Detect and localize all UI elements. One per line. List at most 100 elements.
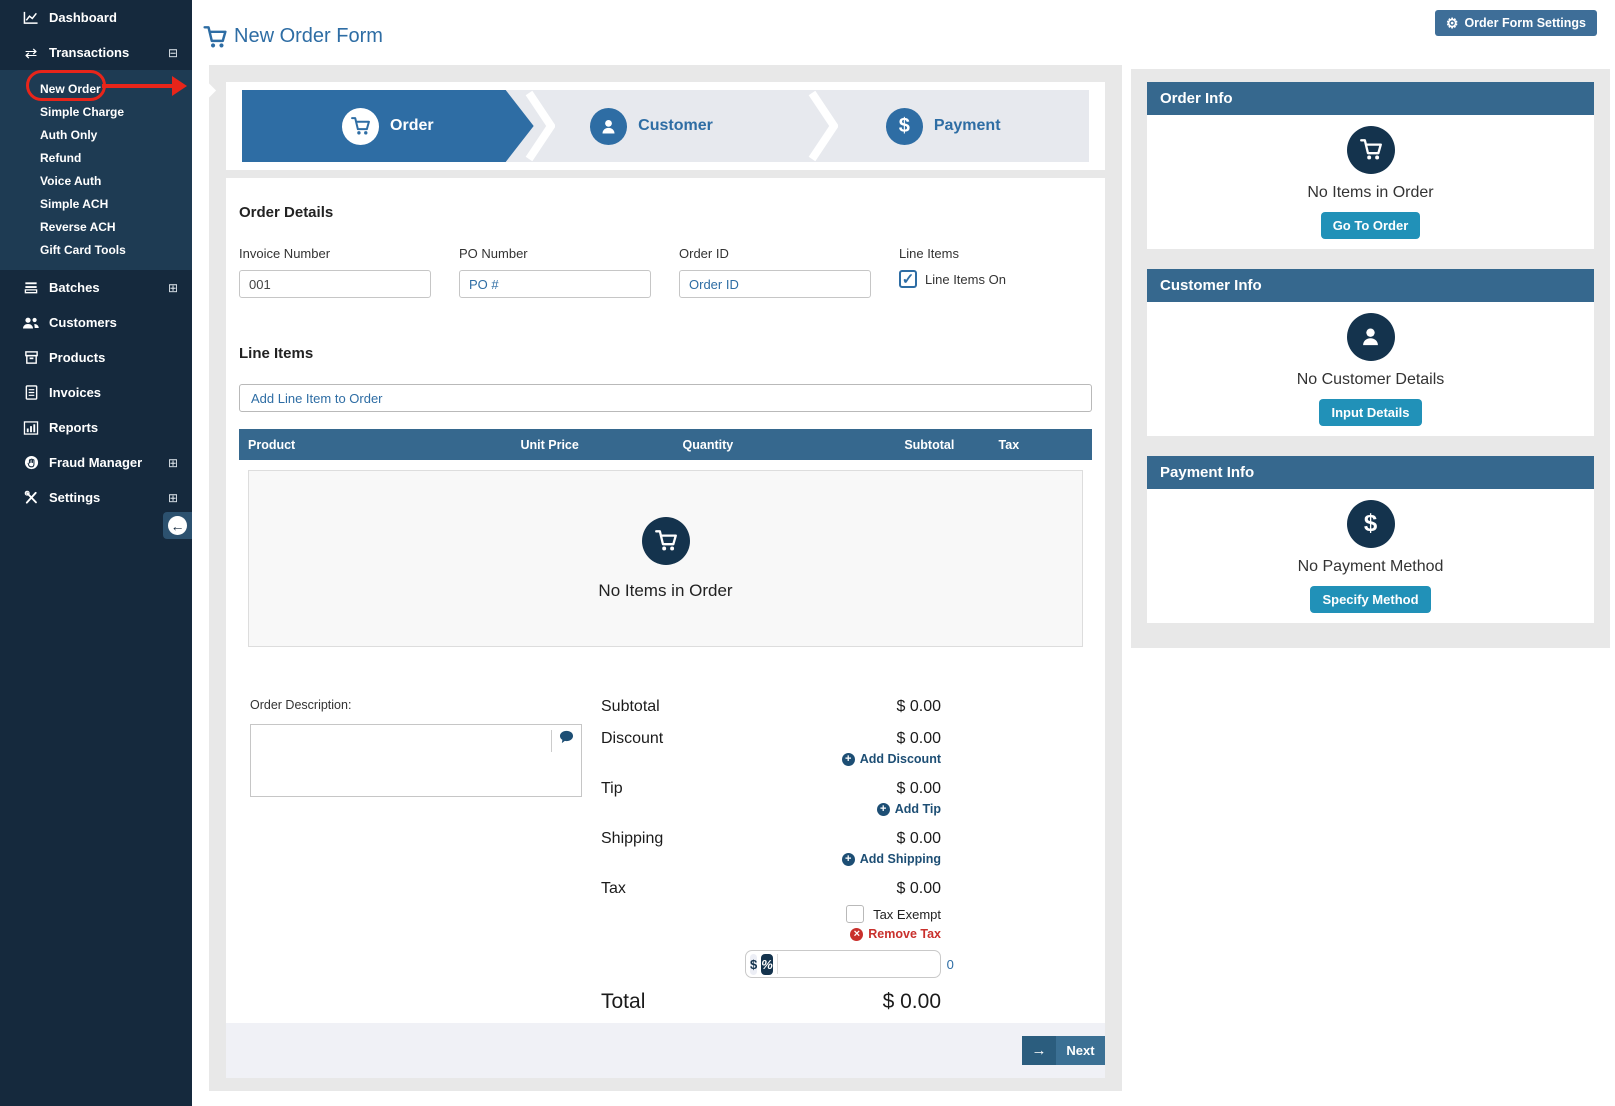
remove-tax-link[interactable]: × Remove Tax — [850, 927, 941, 941]
sidebar-item-batches[interactable]: Batches ⊞ — [0, 270, 192, 305]
sidebar-item-settings[interactable]: Settings ⊞ — [0, 480, 192, 515]
next-button-label: Next — [1056, 1036, 1105, 1065]
collapse-section-icon[interactable]: ⊟ — [167, 45, 178, 60]
order-form-settings-button[interactable]: ⚙ Order Form Settings — [1434, 10, 1597, 36]
sidebar-item-label: Customers — [49, 315, 117, 330]
totals-section: Subtotal $ 0.00 Discount $ 0.00 + Add Di… — [601, 698, 958, 1014]
order-description-label: Order Description: — [250, 698, 352, 712]
step-order[interactable]: Order — [242, 90, 534, 162]
column-subtotal: Subtotal — [904, 437, 955, 452]
invoices-icon — [22, 385, 40, 401]
discount-value: $ 0.00 — [896, 730, 941, 747]
sidebar-subitem-auth-only[interactable]: Auth Only — [0, 123, 192, 146]
settings-button-label: Order Form Settings — [1464, 16, 1586, 30]
order-form-card: Order Details Invoice Number PO Number O… — [226, 178, 1105, 1078]
order-description-textarea[interactable] — [251, 725, 581, 796]
fraud-manager-icon — [22, 455, 40, 471]
sidebar-subitem-voice-auth[interactable]: Voice Auth — [0, 169, 192, 192]
sidebar-item-label: Transactions — [49, 45, 130, 60]
info-panels-column: Order Info No Items in Order Go To Order… — [1131, 69, 1610, 648]
line-items-toggle-label: Line Items — [899, 246, 959, 261]
tax-rate-input-group: $ % — [745, 950, 958, 978]
sidebar-subitem-simple-ach[interactable]: Simple ACH — [0, 192, 192, 215]
sidebar-item-reports[interactable]: Reports — [0, 410, 192, 445]
invoice-number-input[interactable] — [239, 270, 431, 298]
add-line-item-input[interactable] — [239, 384, 1092, 412]
sidebar-item-label: Reports — [49, 420, 99, 435]
step-payment[interactable]: $ Payment — [797, 90, 1089, 162]
tax-exempt-label: Tax Exempt — [873, 906, 941, 922]
expand-section-icon[interactable]: ⊞ — [167, 455, 178, 470]
sidebar-item-fraud-manager[interactable]: Fraud Manager ⊞ — [0, 445, 192, 480]
go-to-order-button[interactable]: Go To Order — [1320, 211, 1421, 239]
specify-method-button[interactable]: Specify Method — [1310, 585, 1431, 613]
settings-tools-icon — [22, 490, 40, 506]
arrow-left-circle-icon: ← — [168, 516, 187, 535]
step-label: Customer — [638, 117, 713, 134]
sidebar-item-transactions[interactable]: ⇄ Transactions ⊟ — [0, 35, 192, 70]
subitem-label: Simple ACH — [40, 196, 109, 211]
tax-value: $ 0.00 — [896, 880, 941, 897]
sidebar-subitem-simple-charge[interactable]: Simple Charge — [0, 100, 192, 123]
sidebar-subitem-reverse-ach[interactable]: Reverse ACH — [0, 215, 192, 238]
subitem-label: Gift Card Tools — [40, 242, 126, 257]
customer-info-empty-text: No Customer Details — [1296, 370, 1445, 388]
order-info-panel: Order Info No Items in Order Go To Order — [1147, 82, 1594, 249]
next-button[interactable]: → Next — [1022, 1036, 1105, 1065]
cart-icon — [1346, 125, 1395, 174]
customer-info-panel: Customer Info No Customer Details Input … — [1147, 269, 1594, 436]
page-title: New Order Form — [203, 25, 383, 48]
column-quantity: Quantity — [682, 437, 734, 452]
total-label: Total — [601, 990, 646, 1013]
sidebar-subitem-gift-card-tools[interactable]: Gift Card Tools — [0, 238, 192, 261]
sidebar-collapse-button[interactable]: ← — [163, 512, 192, 539]
add-discount-label: Add Discount — [859, 752, 941, 766]
tax-dollar-mode-button[interactable]: $ — [750, 953, 758, 975]
customers-icon — [22, 315, 40, 331]
user-icon — [590, 107, 628, 145]
subitem-label: Auth Only — [40, 127, 98, 142]
main-content: Order Customer $ Payment Order Det — [209, 65, 1122, 1091]
add-tip-link[interactable]: + Add Tip — [876, 802, 941, 816]
arrow-right-icon: → — [1022, 1036, 1056, 1065]
customer-info-header: Customer Info — [1147, 269, 1594, 302]
column-unit-price: Unit Price — [520, 437, 579, 452]
sidebar-item-products[interactable]: Products — [0, 340, 192, 375]
po-number-input[interactable] — [459, 270, 651, 298]
invoice-number-label: Invoice Number — [239, 246, 331, 261]
dollar-icon: $ — [1346, 499, 1395, 548]
times-circle-icon: × — [850, 927, 864, 941]
sidebar-item-customers[interactable]: Customers — [0, 305, 192, 340]
cart-icon — [203, 25, 227, 48]
sidebar-item-invoices[interactable]: Invoices — [0, 375, 192, 410]
payment-info-empty-text: No Payment Method — [1297, 557, 1444, 575]
add-discount-link[interactable]: + Add Discount — [841, 752, 941, 766]
sidebar-subitem-refund[interactable]: Refund — [0, 146, 192, 169]
tip-value: $ 0.00 — [896, 780, 941, 797]
add-shipping-link[interactable]: + Add Shipping — [841, 852, 941, 866]
subitem-label: Refund — [40, 150, 82, 165]
step-customer[interactable]: Customer — [506, 90, 798, 162]
subitem-label: Voice Auth — [40, 173, 102, 188]
batches-icon — [22, 280, 40, 296]
add-shipping-label: Add Shipping — [859, 852, 941, 866]
expand-section-icon[interactable]: ⊞ — [167, 490, 178, 505]
tax-rate-input[interactable] — [776, 954, 958, 974]
expand-section-icon[interactable]: ⊞ — [167, 280, 178, 295]
line-items-on-checkbox[interactable]: ✓ — [899, 270, 917, 288]
subtotal-label: Subtotal — [601, 698, 660, 715]
plus-circle-icon: + — [841, 752, 855, 766]
sidebar-subitem-new-order[interactable]: New Order — [0, 77, 192, 100]
order-info-empty-text: No Items in Order — [1307, 183, 1434, 201]
order-id-input[interactable] — [679, 270, 871, 298]
page-title-text: New Order Form — [234, 25, 383, 47]
dashboard-icon — [22, 10, 40, 26]
tax-percent-mode-button[interactable]: % — [761, 953, 773, 975]
sidebar-item-dashboard[interactable]: Dashboard — [0, 0, 192, 35]
tax-exempt-checkbox[interactable] — [846, 905, 865, 923]
input-details-button[interactable]: Input Details — [1319, 398, 1422, 426]
cart-icon — [641, 516, 690, 565]
shipping-label: Shipping — [601, 830, 664, 847]
transactions-submenu: New Order Simple Charge Auth Only Refund… — [0, 70, 192, 270]
sidebar-item-label: Batches — [49, 280, 100, 295]
